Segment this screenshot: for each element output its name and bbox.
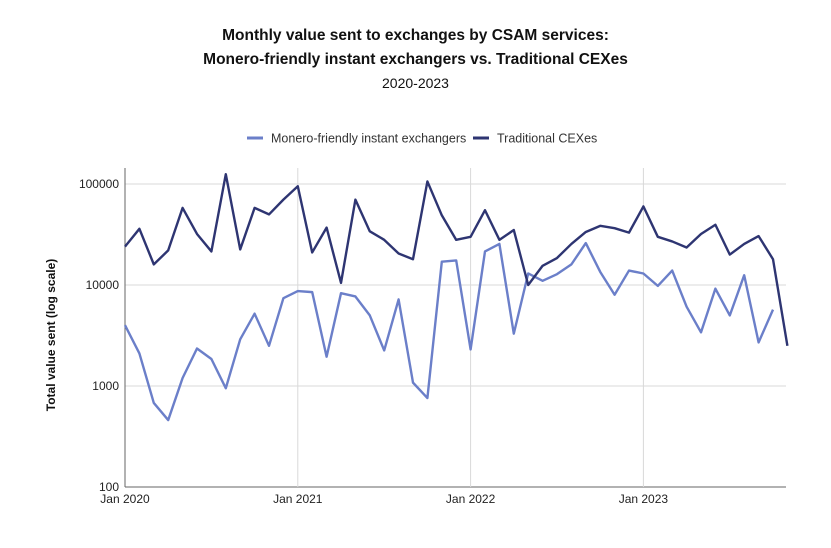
y-tick-1000: 1000	[92, 379, 119, 393]
chart-date-range: 2020-2023	[382, 75, 449, 91]
chart-title: Monthly value sent to exchanges by CSAM …	[222, 27, 609, 44]
y-tick-labels: 100 1000 10000 100000	[79, 177, 119, 494]
series-line-cex	[124, 173, 789, 347]
y-axis-label: Total value sent (log scale)	[44, 259, 58, 411]
chart-subtitle: Monero-friendly instant exchangers vs. T…	[203, 51, 628, 68]
x-tick-jan-2022: Jan 2022	[446, 492, 496, 506]
legend: Monero-friendly instant exchangers Tradi…	[247, 132, 597, 146]
x-tick-jan-2023: Jan 2023	[619, 492, 669, 506]
y-tick-100: 100	[99, 480, 119, 494]
x-tick-jan-2020: Jan 2020	[100, 492, 150, 506]
legend-label-monero: Monero-friendly instant exchangers	[271, 132, 466, 146]
series-line-monero	[123, 241, 775, 422]
legend-label-cex: Traditional CEXes	[497, 132, 597, 146]
y-tick-10000: 10000	[86, 278, 120, 292]
grid	[124, 168, 786, 488]
x-tick-labels: Jan 2020 Jan 2021 Jan 2022 Jan 2023	[100, 492, 668, 506]
x-tick-jan-2021: Jan 2021	[273, 492, 323, 506]
series-layer	[123, 173, 789, 422]
y-tick-100000: 100000	[79, 177, 119, 191]
